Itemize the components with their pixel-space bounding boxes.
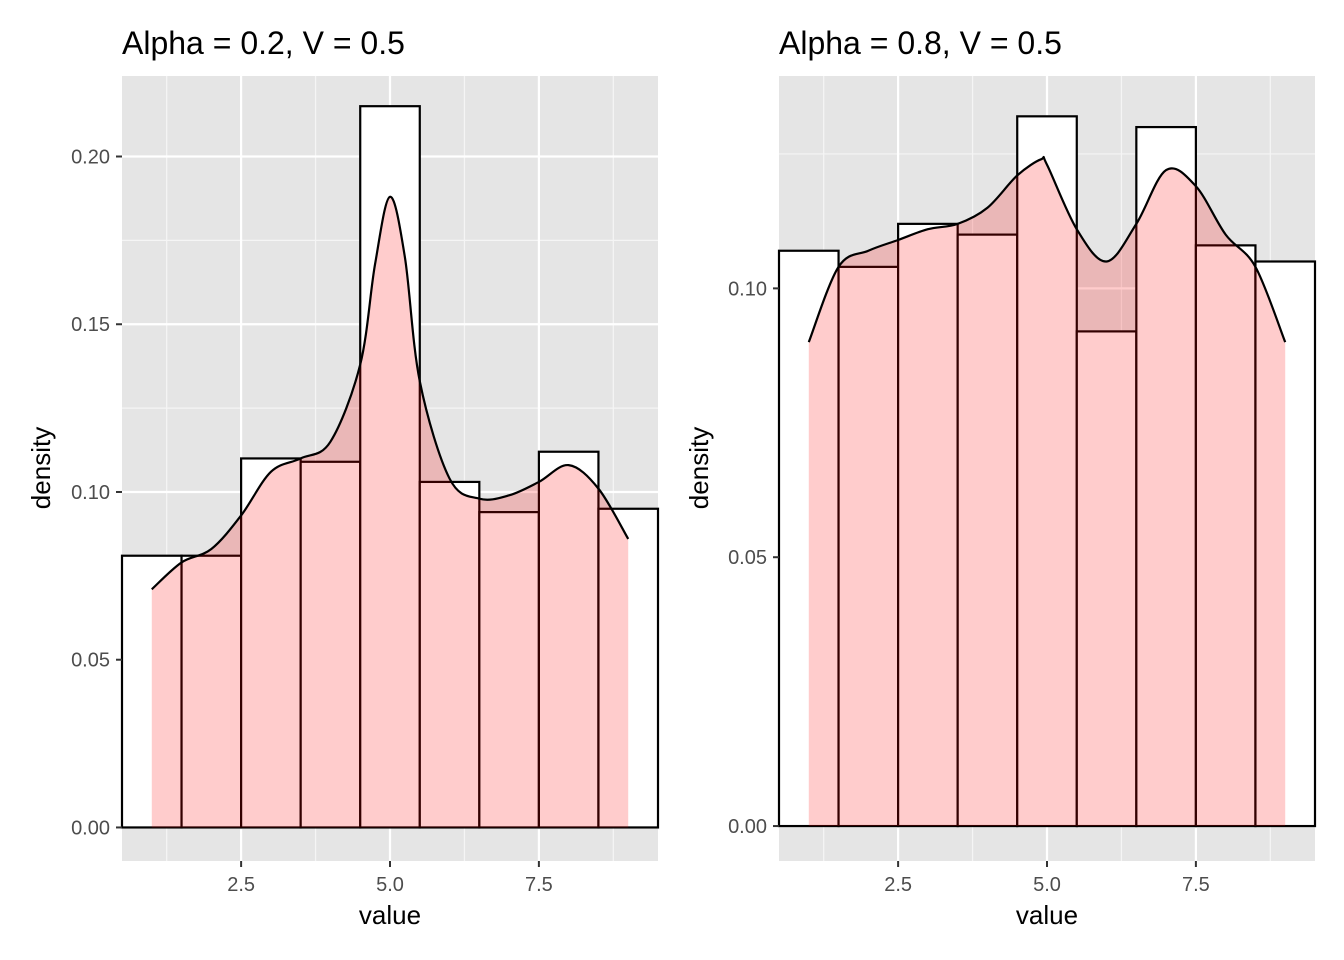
x-axis-title: value (359, 900, 421, 930)
histogram-bars (120, 105, 660, 829)
histogram-bar (240, 457, 302, 829)
histogram-bar (1075, 330, 1138, 828)
y-axis-title: density (684, 427, 714, 509)
x-tick-label: 5.0 (376, 874, 404, 896)
histogram-bar (537, 450, 600, 829)
y-tick-label: 0.00 (71, 817, 110, 839)
panel-left: Alpha = 0.2, V = 0.5 2.5 5.0 7.5 0.00 0.05 0.… (26, 25, 660, 930)
x-tick-label: 7.5 (525, 874, 553, 896)
y-tick-label: 0.10 (728, 278, 767, 300)
histogram-bar (120, 554, 183, 829)
density-area (808, 156, 1286, 827)
histogram-bar (359, 105, 421, 829)
x-tick-label: 2.5 (884, 874, 912, 896)
histogram-bar (478, 511, 540, 829)
histogram-bar (299, 460, 362, 829)
histogram-bar (777, 249, 840, 828)
density-line (151, 195, 630, 591)
density-layer (151, 195, 630, 828)
x-tick-label: 2.5 (227, 874, 255, 896)
y-tick-label: 0.10 (71, 482, 110, 504)
axis-ticks: 2.5 5.0 7.5 0.00 0.05 0.10 0.15 0.20 (71, 147, 553, 896)
y-tick-label: 0.20 (71, 147, 110, 169)
histogram-bars (777, 115, 1317, 828)
density-layer (807, 155, 1287, 827)
x-tick-label: 5.0 (1033, 874, 1061, 896)
x-axis-title: value (1016, 900, 1078, 930)
density-area (151, 196, 629, 828)
histogram-bar (418, 480, 481, 829)
histogram-bar (1016, 115, 1078, 828)
histogram-bar (597, 507, 660, 829)
panel-title: Alpha = 0.2, V = 0.5 (122, 25, 405, 61)
histogram-bar (897, 222, 959, 828)
y-axis-title: density (26, 427, 56, 509)
panel-right: Alpha = 0.8, V = 0.5 2.5 5.0 7.5 0.00 0.05 0.… (684, 25, 1317, 930)
y-tick-label: 0.05 (71, 650, 110, 672)
y-tick-label: 0.00 (728, 816, 767, 838)
histogram-bar (956, 233, 1019, 828)
y-tick-label: 0.15 (71, 314, 110, 336)
panel-title: Alpha = 0.8, V = 0.5 (779, 25, 1062, 61)
histogram-bar (837, 265, 900, 828)
histogram-bar (1254, 260, 1317, 828)
x-tick-label: 7.5 (1182, 874, 1210, 896)
density-line (807, 155, 1287, 343)
histogram-bar (180, 554, 243, 829)
axis-ticks: 2.5 5.0 7.5 0.00 0.05 0.10 (728, 278, 1210, 896)
y-tick-label: 0.05 (728, 547, 767, 569)
histogram-bar (1135, 125, 1197, 828)
